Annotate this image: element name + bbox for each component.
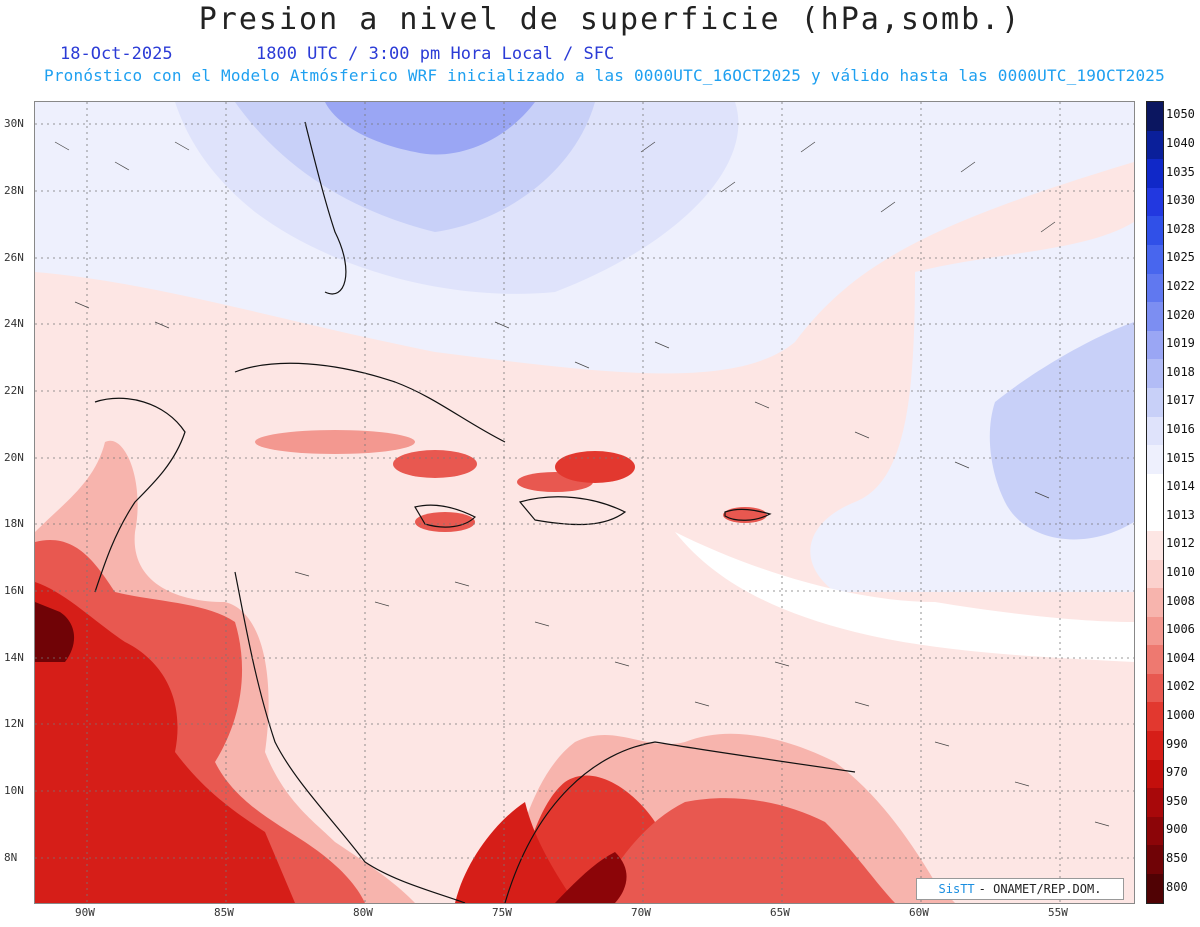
- credit-badge: SisTT - ONAMET/REP.DOM.: [916, 878, 1124, 900]
- colorbar-label: 1000: [1166, 708, 1195, 723]
- lat-label: 8N: [4, 851, 18, 864]
- colorbar-label: 800: [1166, 879, 1188, 894]
- colorbar-label: 1006: [1166, 622, 1195, 637]
- pressure-map: [34, 101, 1135, 904]
- colorbar-segment: [1147, 616, 1163, 646]
- credit-org: - ONAMET/REP.DOM.: [978, 882, 1102, 896]
- colorbar-segment: [1147, 159, 1163, 188]
- lat-label: 18N: [4, 517, 24, 530]
- lat-label: 22N: [4, 384, 24, 397]
- colorbar-label: 1017: [1166, 393, 1195, 408]
- lat-label: 30N: [4, 117, 24, 130]
- colorbar-segment: [1147, 673, 1163, 703]
- colorbar-label: 1008: [1166, 593, 1195, 608]
- lon-label: 55W: [1048, 906, 1068, 919]
- colorbar-segment: [1147, 702, 1163, 732]
- colorbar-label: 1030: [1166, 193, 1195, 208]
- colorbar-segment: [1147, 359, 1163, 388]
- colorbar-segment: [1147, 302, 1163, 331]
- lat-label: 14N: [4, 651, 24, 664]
- lon-label: 90W: [75, 906, 95, 919]
- colorbar-segment: [1147, 244, 1163, 274]
- colorbar-label: 1022: [1166, 278, 1195, 293]
- pressure-field-svg: [35, 102, 1134, 903]
- colorbar-segment: [1147, 187, 1163, 217]
- colorbar-label: 970: [1166, 765, 1188, 780]
- colorbar-label: 990: [1166, 736, 1188, 751]
- colorbar-label: 1002: [1166, 679, 1195, 694]
- colorbar-label: 1035: [1166, 164, 1195, 179]
- colorbar-segment: [1147, 273, 1163, 303]
- map-title: Presion a nivel de superficie (hPa,somb.…: [198, 2, 1022, 37]
- colorbar-segment: [1147, 216, 1163, 245]
- colorbar-label: 1020: [1166, 307, 1195, 322]
- colorbar-label: 1013: [1166, 507, 1195, 522]
- colorbar-segment: [1147, 559, 1163, 589]
- colorbar-segment: [1147, 416, 1163, 446]
- colorbar-segment: [1147, 502, 1163, 531]
- colorbar-segment: [1147, 731, 1163, 760]
- colorbar-segment: [1147, 759, 1163, 789]
- model-description: Pronóstico con el Modelo Atmósferico WRF…: [44, 66, 1165, 85]
- wind-barbs: [54, 141, 1110, 827]
- colorbar-label: 1004: [1166, 650, 1195, 665]
- lat-label: 20N: [4, 451, 24, 464]
- colorbar-segment: [1147, 445, 1163, 474]
- colorbar-segment: [1147, 387, 1163, 417]
- colorbar-label: 1050: [1166, 107, 1195, 122]
- lat-label: 26N: [4, 251, 24, 264]
- lon-label: 60W: [909, 906, 929, 919]
- colorbar-segment: [1147, 874, 1163, 903]
- colorbar-segment: [1147, 845, 1163, 875]
- forecast-date: 18-Oct-2025: [60, 44, 173, 64]
- colorbar-label: 1019: [1166, 336, 1195, 351]
- colorbar-label: 1014: [1166, 479, 1195, 494]
- colorbar-label: 950: [1166, 793, 1188, 808]
- colorbar-segment: [1147, 330, 1163, 360]
- lat-label: 12N: [4, 717, 24, 730]
- lon-label: 75W: [492, 906, 512, 919]
- colorbar-label: 900: [1166, 822, 1188, 837]
- lon-label: 65W: [770, 906, 790, 919]
- colorbar-segment: [1147, 816, 1163, 846]
- lat-label: 10N: [4, 784, 24, 797]
- lon-label: 70W: [631, 906, 651, 919]
- colorbar-label: 1016: [1166, 421, 1195, 436]
- colorbar-label: 1010: [1166, 565, 1195, 580]
- lat-label: 28N: [4, 184, 24, 197]
- colorbar-label: 1015: [1166, 450, 1195, 465]
- colorbar-label: 850: [1166, 851, 1188, 866]
- lon-label: 80W: [353, 906, 373, 919]
- pressure-colorbar: [1146, 101, 1164, 904]
- credit-brand: SisTT: [938, 882, 975, 896]
- colorbar-segment: [1147, 788, 1163, 817]
- colorbar-segment: [1147, 588, 1163, 617]
- colorbar-segment: [1147, 473, 1163, 503]
- colorbar-segment: [1147, 130, 1163, 160]
- colorbar-label: 1025: [1166, 250, 1195, 265]
- lon-label: 85W: [214, 906, 234, 919]
- colorbar-label: 1012: [1166, 536, 1195, 551]
- lat-label: 24N: [4, 317, 24, 330]
- colorbar-segment: [1147, 530, 1163, 560]
- colorbar-segment: [1147, 645, 1163, 674]
- colorbar-label: 1018: [1166, 364, 1195, 379]
- colorbar-segment: [1147, 102, 1163, 131]
- colorbar-label: 1040: [1166, 135, 1195, 150]
- colorbar-label: 1028: [1166, 221, 1195, 236]
- lat-label: 16N: [4, 584, 24, 597]
- forecast-time: 1800 UTC / 3:00 pm Hora Local / SFC: [256, 44, 615, 64]
